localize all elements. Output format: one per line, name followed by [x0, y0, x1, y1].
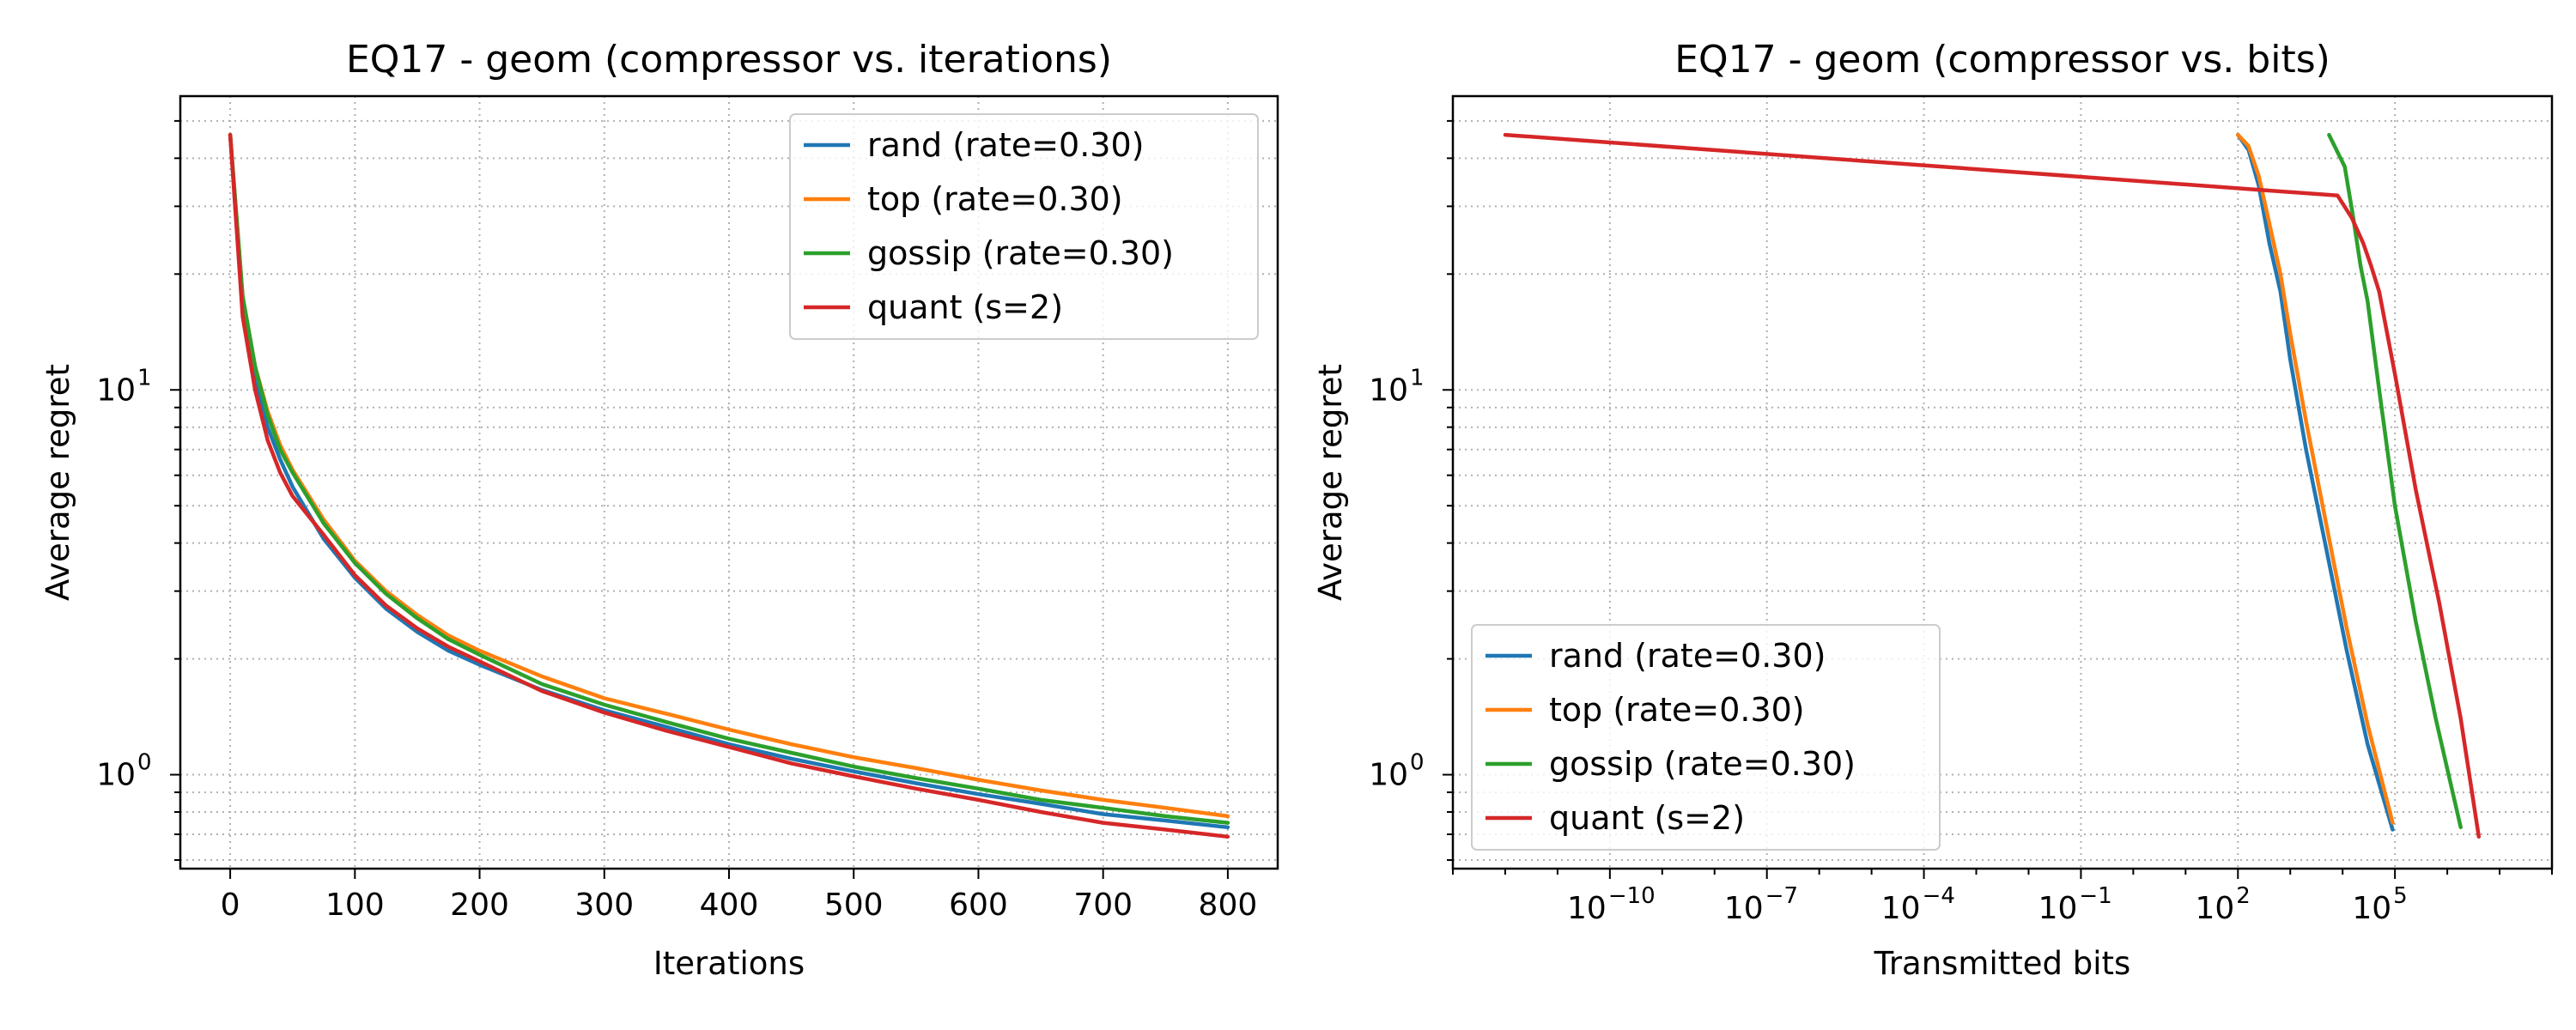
x-axis-label: Iterations — [653, 945, 805, 982]
y-tick-label: 10 — [1369, 758, 1408, 793]
x-tick-label: 10 — [1881, 891, 1921, 926]
x-tick-label-exponent: 5 — [2393, 883, 2408, 909]
x-tick-label: 700 — [1073, 888, 1133, 923]
y-tick-label-exponent: 1 — [137, 365, 152, 391]
x-tick-label-exponent: 2 — [2236, 883, 2251, 909]
legend-label: quant (s=2) — [867, 288, 1063, 326]
y-tick-label: 10 — [96, 758, 136, 793]
y-tick-label: 10 — [1369, 373, 1408, 408]
series-line — [228, 132, 1230, 825]
series-line — [2236, 132, 2395, 825]
x-tick-label: 800 — [1199, 888, 1258, 923]
legend-box — [1471, 624, 1941, 851]
x-tick-label: 10 — [2038, 891, 2078, 926]
legend: rand (rate=0.30) top (rate=0.30) gossip (r… — [1471, 624, 1941, 851]
x-tick-label: 100 — [325, 888, 385, 923]
x-tick-label: 10 — [2195, 891, 2234, 926]
y-tick-label-exponent: 1 — [1410, 365, 1425, 391]
x-tick-label: 400 — [700, 888, 759, 923]
series-line — [2236, 132, 2395, 832]
x-tick-label-exponent: −4 — [1923, 883, 1955, 909]
x-tick-label: 10 — [2352, 891, 2391, 926]
legend-label: gossip (rate=0.30) — [1549, 745, 1856, 783]
legend-box — [789, 113, 1259, 340]
legend-label: rand (rate=0.30) — [1549, 637, 1826, 675]
legend-label: top (rate=0.30) — [867, 180, 1123, 218]
chart-title: EQ17 - geom (compressor vs. iterations) — [346, 38, 1112, 82]
legend-label: quant (s=2) — [1549, 799, 1745, 837]
legend-label: top (rate=0.30) — [1549, 691, 1805, 729]
y-axis-label: Average regret — [39, 364, 76, 601]
x-tick-label: 10 — [1567, 891, 1607, 926]
y-tick-label-exponent: 0 — [1410, 750, 1425, 776]
x-axis-label: Transmitted bits — [1874, 945, 2131, 982]
chart-iterations: 10 010 10 100 200 300 400 500 600 700 800 EQ17 - g… — [39, 38, 1279, 982]
x-tick-label: 300 — [574, 888, 634, 923]
x-tick-label: 500 — [824, 888, 884, 923]
x-tick-label: 600 — [949, 888, 1008, 923]
x-tick-label: 0 — [221, 888, 240, 923]
plot-frame — [1451, 94, 2554, 870]
x-tick-label-exponent: −1 — [2079, 883, 2111, 909]
y-tick-label-exponent: 0 — [137, 750, 152, 776]
series-line — [1503, 132, 2482, 839]
chart-bits: 10 010 110 −10 10 −7 10 −4 10 −1 10 2 10 5 EQ17 - geo… — [1312, 38, 2554, 982]
chart-title: EQ17 - geom (compressor vs. bits) — [1674, 38, 2330, 82]
x-tick-label: 10 — [1724, 891, 1764, 926]
x-tick-label: 200 — [450, 888, 509, 923]
y-axis-label: Average regret — [1312, 364, 1349, 601]
series-line — [228, 132, 1230, 839]
x-tick-label-exponent: −7 — [1765, 883, 1798, 909]
y-tick-label: 10 — [96, 373, 136, 408]
x-tick-label-exponent: −10 — [1608, 883, 1656, 909]
legend: rand (rate=0.30) top (rate=0.30) gossip (r… — [789, 113, 1259, 340]
legend-label: rand (rate=0.30) — [867, 126, 1144, 164]
series-line — [2327, 132, 2463, 830]
legend-label: gossip (rate=0.30) — [867, 234, 1174, 272]
